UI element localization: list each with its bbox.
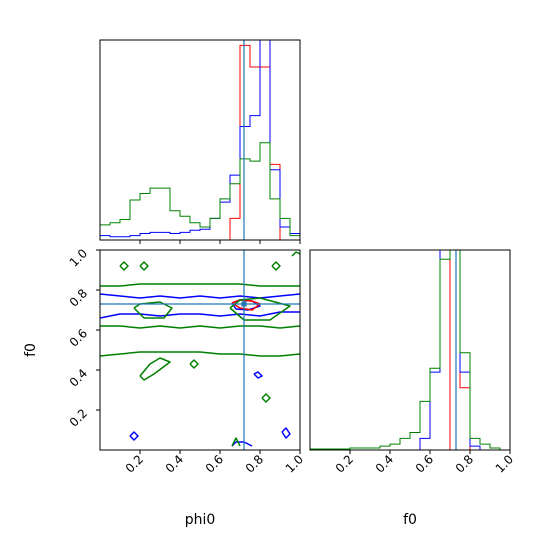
contour-line: [100, 325, 300, 329]
contour-line: [100, 351, 300, 357]
contour-line: [129, 431, 139, 441]
joint-x-ticks: 0.2 0.4 0.6 0.8 1.0: [123, 450, 306, 476]
contour-line: [281, 427, 291, 439]
x-tick-label: 0.4: [373, 452, 396, 475]
phi0-marginal-background: [100, 40, 300, 240]
y-tick-label: 0.2: [67, 406, 90, 429]
joint-frame: [99, 249, 301, 451]
x-tick-label: 0.6: [413, 452, 436, 475]
y-tick-label: 0.8: [67, 286, 90, 309]
phi0-marginal-panel: [99, 39, 301, 244]
x-axis-label: phi0: [185, 512, 216, 528]
y-axis-label: f0: [23, 343, 39, 357]
x-tick-label: 1.0: [493, 452, 516, 475]
contour-line: [100, 311, 300, 319]
joint-panel: 0.2 0.4 0.6 0.8 1.0 0.2 0.4 0.6 0.8 1.0 phi0 f0: [23, 246, 306, 528]
contour-line: [271, 261, 281, 271]
x-tick-label: 0.2: [333, 452, 356, 475]
phi0-marginal-frame: [99, 39, 301, 241]
contour-line: [139, 261, 149, 271]
contour-line: [253, 371, 263, 379]
f0-x-axis-label: f0: [403, 512, 417, 528]
y-tick-label: 1.0: [67, 246, 90, 269]
f0-histogram-series: [310, 250, 510, 450]
contour-line: [139, 357, 171, 381]
contour-line: [100, 283, 300, 287]
y-tick-label: 0.6: [67, 326, 90, 349]
x-tick-label: 0.8: [243, 452, 266, 475]
x-tick-label: 0.8: [453, 452, 476, 475]
contour-line: [231, 441, 253, 447]
phi0-histogram-series: [100, 40, 300, 240]
joint-y-ticks: 0.2 0.4 0.6 0.8 1.0: [67, 246, 100, 430]
x-tick-label: 1.0: [283, 452, 306, 475]
f0-histogram-series: [310, 250, 510, 450]
f0-marginal-x-ticks: 0.2 0.4 0.6 0.8 1.0: [333, 450, 516, 476]
contour-line: [119, 261, 129, 271]
x-tick-label: 0.4: [163, 452, 186, 475]
contour-line: [189, 359, 199, 369]
y-tick-label: 0.4: [67, 366, 90, 389]
joint-truth-marker: [241, 301, 247, 307]
contour-line: [291, 251, 300, 257]
contour-line: [261, 393, 271, 403]
joint-background: [100, 250, 300, 450]
phi0-histogram-series: [100, 142, 300, 240]
contour-line: [100, 293, 300, 299]
f0-marginal-background: [310, 250, 510, 450]
phi0-marginal-ticks: [139, 240, 301, 244]
f0-marginal-panel: 0.2 0.4 0.6 0.8 1.0 f0: [309, 249, 516, 528]
f0-marginal-frame: [309, 249, 511, 451]
x-tick-label: 0.6: [203, 452, 226, 475]
contour-line: [231, 437, 241, 447]
x-tick-label: 0.2: [123, 452, 146, 475]
